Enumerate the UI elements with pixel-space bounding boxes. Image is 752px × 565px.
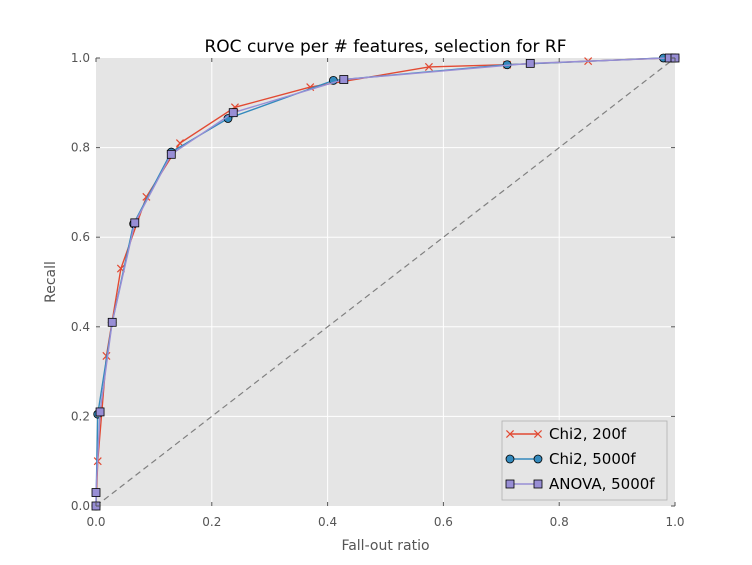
marker-stroke: [175, 139, 184, 148]
legend-marker: [533, 479, 543, 489]
legend-entry: Chi2, 5000f: [505, 450, 636, 468]
marker-stroke: [116, 264, 125, 273]
data-point: [228, 108, 238, 118]
data-point: [95, 407, 105, 417]
chance-diagonal: [95, 57, 676, 507]
legend-marker: [505, 479, 515, 489]
y-axis-label: Recall: [43, 261, 59, 303]
marker-stroke: [533, 429, 543, 439]
axis-ticks: 0.0 0.2 0.4 0.6 0.8 1.0 0.0 0.2 0.4 0.6 0.8 1.0: [71, 51, 685, 529]
chart-title: ROC curve per # features, selection for …: [204, 37, 566, 57]
data-point: [339, 75, 349, 84]
marker-stroke: [424, 62, 433, 71]
grid-lines: [96, 58, 675, 506]
legend-label: ANOVA, 5000f: [549, 475, 655, 493]
y-tick-label: 0.4: [71, 320, 90, 334]
legend: Chi2, 200f Chi2, 5000f ANOVA, 5000f: [501, 420, 668, 501]
legend-marker: [533, 429, 543, 439]
data-point: [424, 62, 433, 71]
y-tick-label: 0.2: [71, 409, 90, 423]
y-tick-label: 0.6: [71, 230, 90, 244]
x-tick-label: 0.6: [434, 515, 453, 529]
x-tick-label: 0.0: [86, 515, 105, 529]
legend-entry: Chi2, 200f: [505, 425, 627, 443]
y-tick-label: 1.0: [71, 51, 90, 65]
y-tick-label: 0.8: [71, 141, 90, 155]
marker-stroke: [505, 429, 515, 439]
data-point: [91, 488, 101, 497]
legend-label: Chi2, 200f: [549, 425, 627, 443]
x-axis-label: Fall-out ratio: [341, 538, 429, 554]
x-tick-label: 0.4: [318, 515, 337, 529]
data-point: [166, 149, 176, 159]
legend-marker: [505, 454, 515, 464]
legend-label: Chi2, 5000f: [549, 450, 636, 468]
legend-marker: [533, 454, 543, 464]
legend-marker: [505, 429, 515, 439]
x-tick-label: 0.2: [202, 515, 221, 529]
data-point: [525, 58, 535, 68]
y-tick-label: 0.0: [71, 499, 90, 513]
x-tick-label: 0.8: [550, 515, 569, 529]
data-point: [130, 218, 140, 228]
x-tick-label: 1.0: [665, 515, 684, 529]
legend-entry: ANOVA, 5000f: [505, 475, 655, 493]
data-point: [107, 317, 117, 327]
